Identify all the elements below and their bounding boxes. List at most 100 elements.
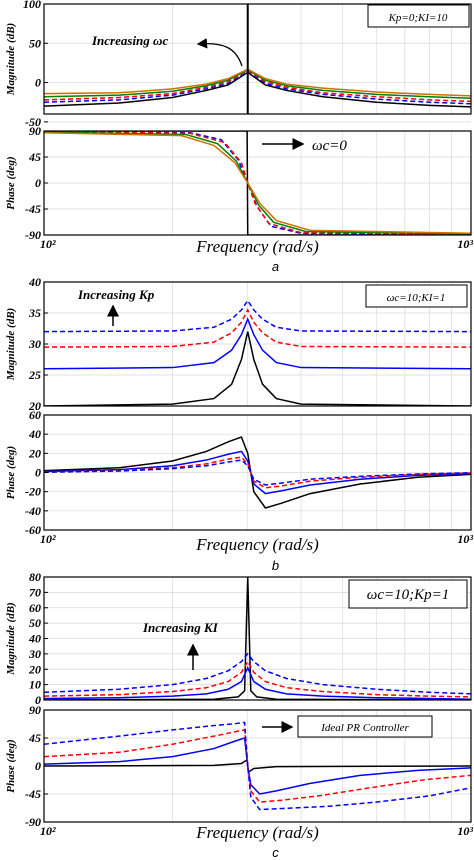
params-box-frame xyxy=(367,4,470,28)
ytick-label: 40 xyxy=(28,275,41,289)
ytick-label: 25 xyxy=(28,368,41,382)
ytick-label: 100 xyxy=(23,0,41,11)
ytick-label: 45 xyxy=(28,731,41,745)
ytick-label: 20 xyxy=(28,446,41,460)
increasing-arrow xyxy=(196,38,243,67)
ytick-label: 60 xyxy=(29,601,41,615)
phase-axes-series xyxy=(44,131,471,235)
params-label: Kp=0;KI=10 xyxy=(388,12,448,24)
xtick-labels: 10² 10³ xyxy=(40,824,473,838)
phase-axes-series-line-2 xyxy=(44,131,471,235)
phase-axes: 90 45 0 -45 -90 Phase (deg) xyxy=(5,124,472,242)
ytick-label: -90 xyxy=(25,228,41,242)
wc-zero-label: ωc=0 xyxy=(312,138,347,154)
ytick-label: 30 xyxy=(28,337,41,351)
ytick-label: -50 xyxy=(25,115,41,129)
phase-axes-ytick-labels: 90 45 0 -45 -90 xyxy=(25,124,48,242)
magnitude-axes-ytick-labels: 40 35 30 25 20 xyxy=(28,275,48,413)
ytick-label: 40 xyxy=(28,427,41,441)
panel-a: 100 50 0 -50 Magnitude (dB) 90 45 0 -45 -90 Phase … xyxy=(5,0,473,274)
magnitude-axes-series-line-3 xyxy=(44,652,471,695)
xtick-label: 10² xyxy=(40,824,56,838)
x-axis-label: Frequency (rad/s) xyxy=(195,237,319,256)
magnitude-axes-series-line-3 xyxy=(44,299,471,333)
xtick-label: 10³ xyxy=(457,237,473,251)
phase-axes-series-line-1 xyxy=(44,131,471,235)
magnitude-axes-series-line-3 xyxy=(44,69,471,100)
ytick-label: 30 xyxy=(28,647,41,661)
ytick-label: -45 xyxy=(25,202,41,216)
params-box-frame xyxy=(348,579,468,609)
magnitude-axes-ytick-labels: 100 50 0 -50 xyxy=(23,0,48,129)
x-axis-label: Frequency (rad/s) xyxy=(195,823,319,842)
increasing-annotation: Increasing Kp xyxy=(77,287,155,302)
xtick-labels: 10² 10³ xyxy=(40,237,473,251)
xtick-label: 10² xyxy=(40,237,56,251)
ideal-label: Ideal PR Controller xyxy=(320,722,409,734)
params-label: ωc=10;Kp=1 xyxy=(367,587,450,603)
ytick-label: 70 xyxy=(29,585,41,599)
magnitude-axes-frame xyxy=(43,3,472,115)
ytick-label: 0 xyxy=(35,693,41,707)
magnitude-axes-series xyxy=(44,577,471,700)
magnitude-axes-series-line-0 xyxy=(44,71,471,108)
magnitude-axes-series-line-1 xyxy=(44,317,471,370)
ytick-label: 60 xyxy=(29,408,41,422)
subfigure-label: b xyxy=(272,558,279,573)
ideal-box-frame xyxy=(297,715,433,738)
magnitude-axes-ylabel: Magnitude (dB) xyxy=(5,602,17,675)
ytick-label: 20 xyxy=(28,662,41,676)
magnitude-axes-series-line-0 xyxy=(44,577,471,700)
ytick-label: 0 xyxy=(35,759,41,773)
ytick-label: 40 xyxy=(28,632,41,646)
ytick-label: 50 xyxy=(29,616,41,630)
ideal-box: Ideal PR Controller xyxy=(297,715,433,738)
magnitude-axes-series-line-2 xyxy=(44,308,471,348)
ytick-label: 35 xyxy=(28,306,41,320)
magnitude-axes-series-line-4 xyxy=(44,68,471,97)
phase-axes-series-line-3 xyxy=(44,459,471,486)
phase-axes-series-line-3 xyxy=(44,721,471,811)
magnitude-axes-ylabel: Magnitude (dB) xyxy=(5,23,17,96)
xtick-labels: 10² 10³ xyxy=(40,532,473,546)
ytick-label: -90 xyxy=(25,815,41,829)
ytick-label: -45 xyxy=(25,787,41,801)
magnitude-axes-series-line-2 xyxy=(44,69,471,103)
ytick-label: 20 xyxy=(28,399,41,413)
xtick-label: 10³ xyxy=(457,824,473,838)
phase-axes-series-line-2 xyxy=(44,456,471,489)
magnitude-axes-series xyxy=(44,299,471,406)
subfigure-label: c xyxy=(272,845,279,860)
magnitude-axes-series-line-1 xyxy=(44,665,471,700)
increasing-annotation: Increasing KI xyxy=(142,620,219,635)
phase-axes-series xyxy=(44,721,471,811)
ytick-label: 90 xyxy=(29,703,41,717)
params-box-frame xyxy=(365,284,468,308)
panel-b: 40 35 30 25 20 Magnitude (dB) 60 40 20 0 -20 -40 -60… xyxy=(5,275,473,573)
ytick-label: 90 xyxy=(29,124,41,138)
params-label: ωc=10;KI=1 xyxy=(387,292,446,304)
ytick-label: -40 xyxy=(25,504,41,518)
phase-axes-ylabel: Phase (deg) xyxy=(5,739,17,792)
magnitude-axes-series-line-0 xyxy=(44,331,471,406)
params-box: ωc=10;Kp=1 xyxy=(348,579,468,609)
phase-axes-series xyxy=(44,436,471,509)
ytick-label: 0 xyxy=(35,466,41,480)
ytick-label: -60 xyxy=(25,523,41,537)
magnitude-axes-ylabel: Magnitude (dB) xyxy=(5,308,17,381)
xtick-label: 10² xyxy=(40,532,56,546)
ytick-label: 0 xyxy=(35,176,41,190)
phase-axes-ylabel: Phase (deg) xyxy=(5,446,17,499)
phase-axes-ytick-labels: 60 40 20 0 -20 -40 -60 xyxy=(25,408,48,537)
ytick-label: 50 xyxy=(29,36,41,50)
magnitude-axes-series xyxy=(44,4,471,114)
params-box: Kp=0;KI=10 xyxy=(367,4,470,28)
subfigure-label: a xyxy=(272,259,279,274)
params-box: ωc=10;KI=1 xyxy=(365,284,468,308)
ytick-label: 0 xyxy=(35,76,41,90)
phase-axes-ylabel: Phase (deg) xyxy=(5,156,17,209)
ytick-label: 10 xyxy=(29,678,41,692)
